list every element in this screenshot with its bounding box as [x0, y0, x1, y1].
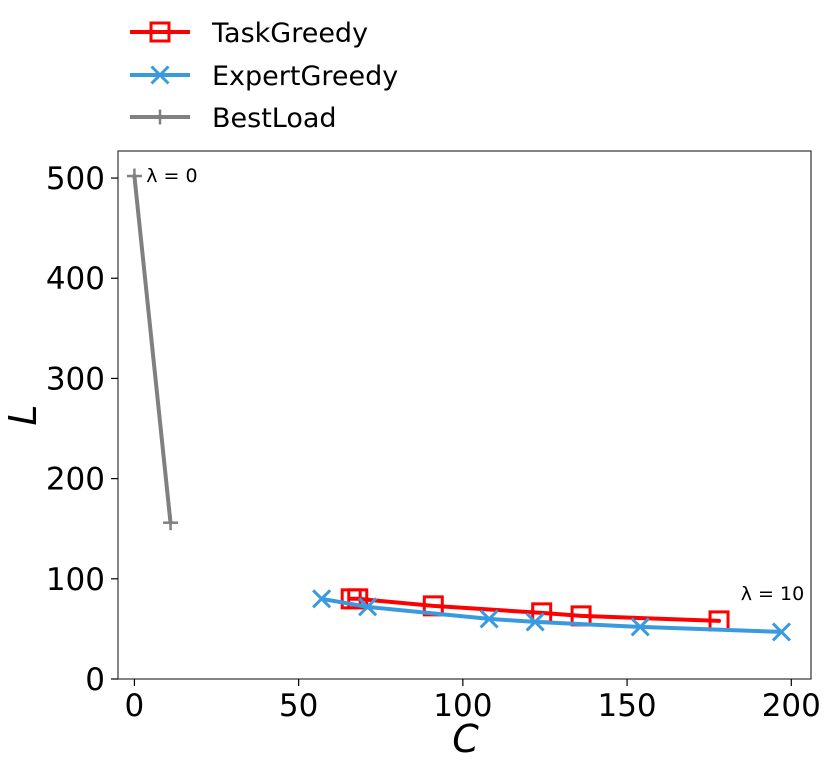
data-point-expertgreedy-3	[525, 612, 545, 632]
y-tick-label: 0	[85, 662, 105, 698]
x-tick-label: 150	[597, 688, 656, 724]
square-marker-shape	[347, 588, 369, 610]
legend-item-expertgreedy: ExpertGreedy	[130, 61, 398, 92]
plot-area	[126, 168, 792, 642]
x-tick-label: 200	[762, 688, 821, 724]
x-axis-title: C	[452, 717, 479, 761]
x-marker-stroke	[479, 609, 499, 629]
axes: 0 50 100 150 200 0 100 200 300 400 500 C L	[1, 150, 821, 761]
data-point-taskgreedy-1	[347, 588, 369, 610]
data-point-expertgreedy-2	[479, 609, 499, 629]
x-marker-stroke	[525, 612, 545, 632]
x-marker-stroke	[312, 589, 332, 609]
legend-label-taskgreedy: TaskGreedy	[211, 18, 368, 49]
legend-item-bestload: BestLoad	[130, 103, 337, 134]
annotations: λ = 0 λ = 10	[146, 165, 804, 605]
legend-marker-bestload	[152, 109, 168, 125]
x-marker-stroke	[771, 622, 792, 642]
y-axis-title: L	[1, 404, 45, 425]
y-tick-label: 500	[46, 161, 105, 197]
data-point-bestload-0	[126, 168, 142, 184]
data-point-expertgreedy-5	[771, 622, 792, 642]
series-line-expertgreedy	[319, 596, 784, 634]
series-line-taskgreedy	[349, 596, 721, 623]
x-tick-label: 50	[279, 688, 318, 724]
series-line-bestload	[132, 174, 173, 525]
y-tick-label: 400	[46, 261, 105, 297]
y-tick-label: 200	[46, 462, 105, 498]
legend: TaskGreedy ExpertGreedy BestLoad	[130, 18, 398, 134]
legend-marker-expertgreedy	[150, 65, 170, 85]
annotation-lambda-1: λ = 10	[741, 583, 804, 605]
legend-item-taskgreedy: TaskGreedy	[130, 18, 368, 49]
annotation-lambda-0: λ = 0	[146, 165, 197, 187]
legend-label-expertgreedy: ExpertGreedy	[212, 61, 398, 92]
x-tick-label: 0	[125, 688, 145, 724]
x-marker-stroke	[150, 65, 170, 85]
square-marker-shape	[149, 21, 171, 43]
data-point-bestload-1	[163, 515, 179, 531]
legend-label-bestload: BestLoad	[212, 103, 337, 134]
y-tick-label: 100	[46, 562, 105, 598]
legend-marker-taskgreedy	[149, 21, 171, 43]
y-tick-label: 300	[46, 361, 105, 397]
x-marker-stroke	[630, 617, 650, 637]
plot-frame	[117, 150, 812, 680]
x-tick-label: 100	[433, 688, 492, 724]
data-point-expertgreedy-4	[630, 617, 650, 637]
data-point-expertgreedy-0	[312, 589, 332, 609]
x-marker-stroke	[358, 597, 378, 617]
data-point-expertgreedy-1	[358, 597, 378, 617]
